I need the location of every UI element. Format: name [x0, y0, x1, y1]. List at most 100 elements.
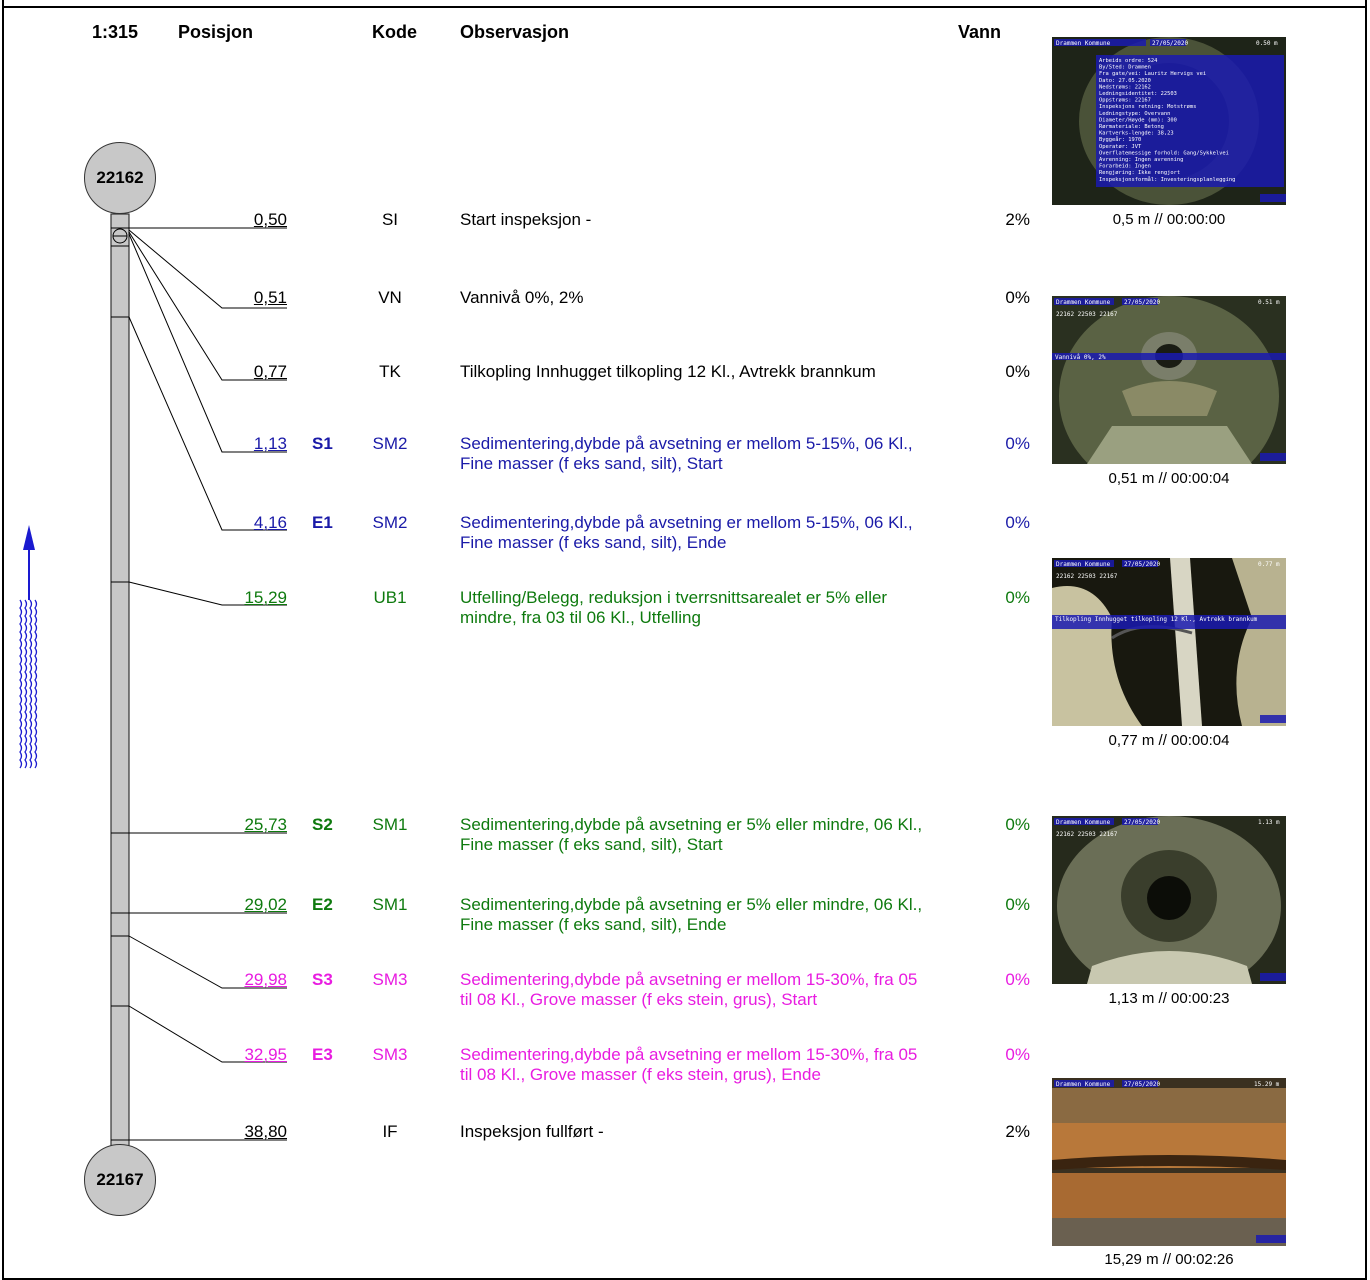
position-value: 15,29	[244, 588, 287, 607]
position-value: 29,98	[244, 970, 287, 989]
observation-text: Inspeksjon fullført -	[460, 1122, 604, 1141]
photo-1-info-line: Oppstrøms: 22167	[1099, 98, 1151, 104]
position-value: 32,95	[244, 1045, 287, 1064]
photo-1-info-line: Diameter/Høyde (mm): 300	[1099, 117, 1177, 123]
leader-32-95	[128, 1005, 287, 1063]
section-marker: E1	[312, 513, 333, 532]
position-value: 4,16	[253, 513, 287, 532]
water-level: 2%	[1005, 210, 1030, 229]
observation-code: SM2	[372, 434, 408, 453]
photo-2-caption: 0,51 m // 00:00:04	[1108, 470, 1230, 487]
photo-2-dist: 0.51 m	[1258, 299, 1280, 306]
photo-1-info-line: Inspeksjons retning: Motstrøms	[1099, 104, 1196, 110]
photo-1-info-line: By/Sted: Drammen	[1099, 65, 1151, 71]
water-level: 0%	[1005, 288, 1030, 307]
photo-5-title: Drammen Kommune	[1056, 1081, 1111, 1088]
photo-1-info-line: Ledningsidentitet: 22503	[1099, 91, 1177, 97]
observation-text: Sedimentering,dybde på avsetning er mell…	[460, 1045, 918, 1084]
observation-text: Tilkopling Innhugget tilkopling 12 Kl., …	[460, 362, 876, 381]
observation-code: IF	[382, 1122, 398, 1141]
photo-3-title: Drammen Kommune	[1056, 561, 1111, 568]
observation-text: Sedimentering,dybde på avsetning er 5% e…	[460, 815, 923, 854]
position-header: Posisjon	[178, 22, 254, 42]
observation-text: Vannivå 0%, 2%	[460, 288, 584, 307]
photo-1-info-line: Arbeids ordre: 524	[1099, 58, 1157, 64]
leader-15-29	[128, 581, 287, 606]
leader-4-16	[128, 316, 287, 531]
position-value: 38,80	[244, 1122, 287, 1141]
photo-3-dist: 0.77 m	[1258, 561, 1280, 568]
observation-text: Sedimentering,dybde på avsetning er mell…	[460, 434, 913, 473]
manhole-top: 22162	[84, 142, 156, 214]
photo-5[interactable]: Drammen Kommune 27/05/2020 15.29 m	[1052, 1078, 1286, 1246]
photo-2-title: Drammen Kommune	[1056, 299, 1111, 306]
photo-4-date: 27/05/2020	[1124, 819, 1161, 826]
photo-4-caption: 1,13 m // 00:00:23	[1108, 990, 1230, 1007]
photo-1-info-line: Rengjøring: Ikke rengjort	[1099, 170, 1180, 176]
observation-code: SI	[381, 210, 399, 229]
photo-4-dist: 1.13 m	[1258, 819, 1280, 826]
photo-3-caption: 0,77 m // 00:00:04	[1108, 732, 1230, 749]
photo-4[interactable]: Drammen Kommune 27/05/2020 1.13 m 22162 …	[1052, 816, 1286, 984]
photo-1[interactable]: Drammen Kommune 27/05/2020 0.50 m Arbeid…	[1052, 37, 1286, 205]
water-level: 0%	[1005, 588, 1030, 607]
section-marker: S3	[312, 970, 333, 989]
section-marker: S2	[312, 815, 333, 834]
top-rule	[2, 6, 1367, 8]
photo-3-date: 27/05/2020	[1124, 561, 1161, 568]
observation-text: Sedimentering,dybde på avsetning er mell…	[460, 970, 918, 1009]
manhole-bottom: 22167	[84, 1144, 156, 1216]
observation-code: TK	[379, 362, 401, 381]
observation-code: VN	[378, 288, 402, 307]
photo-1-info-line: Ledningstype: Overvann	[1099, 111, 1170, 117]
photo-3-ids: 22162 22503 22167	[1056, 573, 1118, 580]
water-level: 0%	[1005, 815, 1030, 834]
flow-direction-arrow-icon	[19, 525, 38, 769]
water-level: 0%	[1005, 895, 1030, 914]
photo-1-info-line: Inspeksjonsformål: Investeringsplanleggi…	[1099, 176, 1235, 183]
photo-1-caption: 0,5 m // 00:00:00	[1112, 211, 1226, 228]
observation-text: Start inspeksjon -	[460, 210, 592, 229]
photo-4-title: Drammen Kommune	[1056, 819, 1111, 826]
observation-text: Utfelling/Belegg, reduksjon i tverrsnitt…	[460, 588, 888, 627]
photo-1-info-line: Avrenning: Ingen avrenning	[1099, 157, 1183, 163]
water-level: 0%	[1005, 970, 1030, 989]
photo-1-title: Drammen Kommune	[1056, 40, 1111, 47]
observation-code: UB1	[373, 588, 407, 607]
leader-0-51	[128, 229, 287, 309]
section-marker: E3	[312, 1045, 333, 1064]
leader-29-98	[128, 935, 287, 989]
water-level: 0%	[1005, 434, 1030, 453]
pipe	[110, 213, 130, 1159]
photo-1-info-line: Fra gate/vei: Lauritz Hervigs vei	[1099, 71, 1206, 77]
water-level: 2%	[1005, 1122, 1030, 1141]
code-header: Kode	[372, 22, 417, 42]
photo-2-ids: 22162 22503 22167	[1056, 311, 1118, 318]
photo-1-info-line: Operatør: JVT	[1099, 144, 1142, 150]
photo-1-dist: 0.50 m	[1256, 40, 1278, 47]
leader-1-13	[128, 233, 287, 453]
position-value: 0,50	[253, 210, 287, 229]
observation-text: Sedimentering,dybde på avsetning er mell…	[460, 513, 913, 552]
photo-1-date: 27/05/2020	[1152, 40, 1189, 47]
photo-1-info-line: Nedstrøms: 22162	[1099, 84, 1151, 90]
water-level: 0%	[1005, 362, 1030, 381]
position-value: 0,77	[253, 362, 287, 381]
photo-3[interactable]: Drammen Kommune 27/05/2020 0.77 m 22162 …	[1052, 558, 1286, 726]
observation-code: SM2	[372, 513, 408, 532]
photo-1-info-line: Kartverks-lengde: 38,23	[1099, 131, 1174, 137]
observation-code: SM3	[372, 970, 408, 989]
water-header: Vann	[958, 22, 1002, 42]
photo-1-info-line: Byggeår: 1970	[1099, 136, 1141, 143]
photo-5-dist: 15.29 m	[1254, 1081, 1280, 1088]
leader-0-77	[128, 231, 287, 381]
photo-2-obs: Vannivå 0%, 2%	[1055, 354, 1106, 361]
photo-2[interactable]: Drammen Kommune 27/05/2020 0.51 m 22162 …	[1052, 296, 1286, 464]
position-value: 1,13	[253, 434, 287, 453]
photo-2-date: 27/05/2020	[1124, 299, 1161, 306]
position-value: 0,51	[253, 288, 287, 307]
observation-code: SM1	[372, 895, 408, 914]
observation-text: Sedimentering,dybde på avsetning er 5% e…	[460, 895, 923, 934]
observation-header: Observasjon	[460, 22, 570, 42]
photo-1-info-line: Dato: 27.05.2020	[1099, 78, 1151, 84]
